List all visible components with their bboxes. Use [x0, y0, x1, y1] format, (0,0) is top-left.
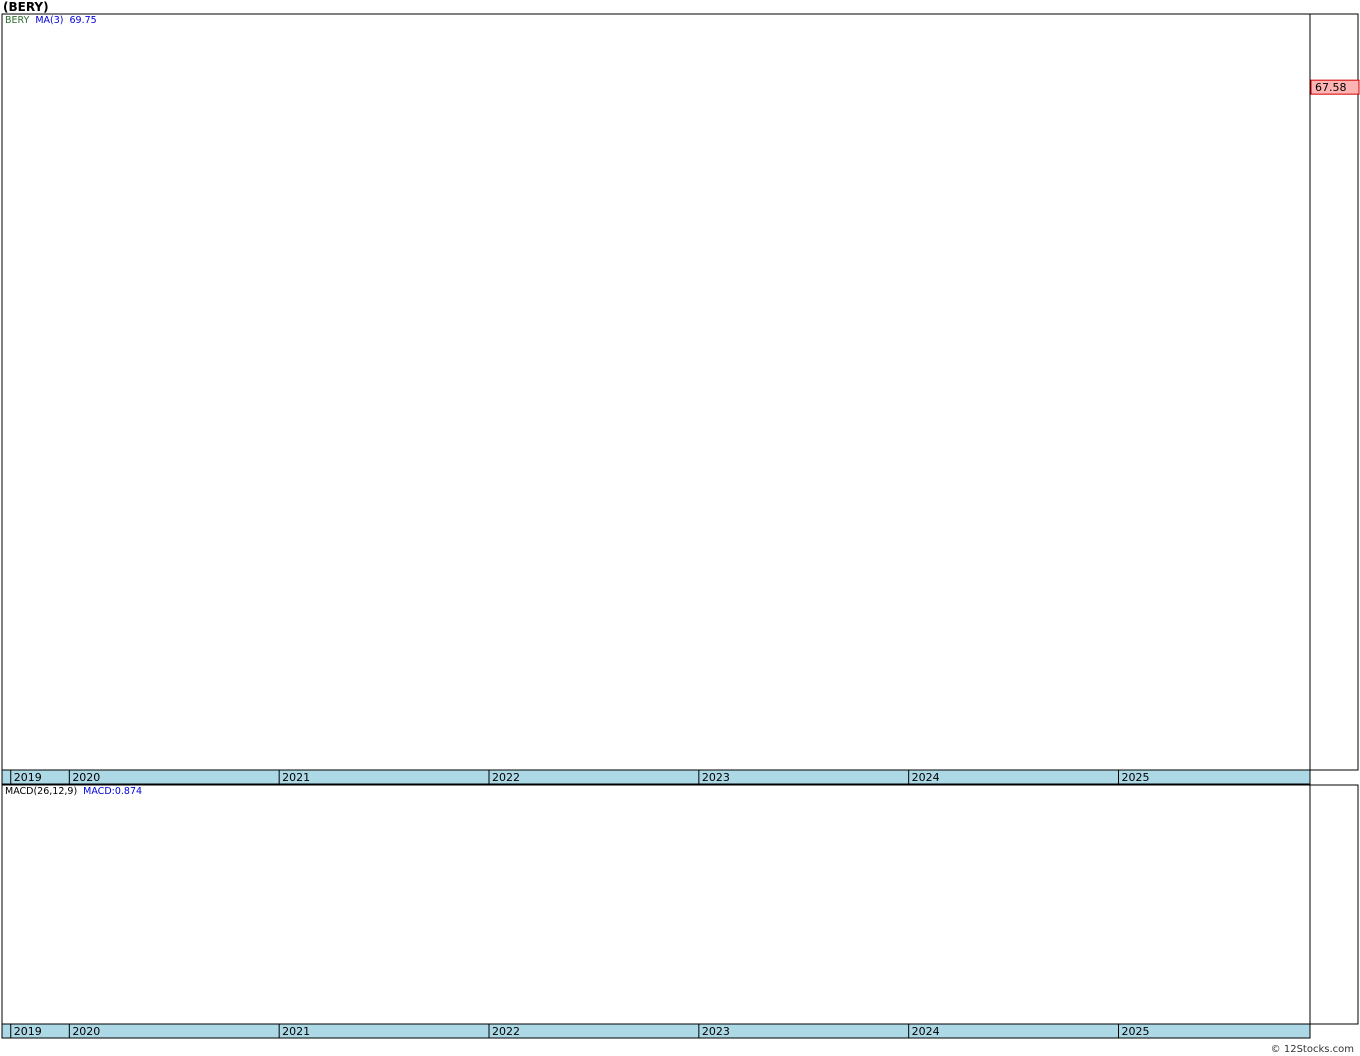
date-strip-label: 2023 [702, 1025, 730, 1038]
macd-legend-value: MACD:0.874 [83, 786, 143, 797]
macd-date-strip [1, 1023, 1311, 1039]
macd-legend-label: MACD(26,12,9) [5, 786, 78, 797]
date-strip-label: 2022 [492, 1025, 520, 1038]
legend-ma-label: MA(3) [35, 15, 64, 26]
date-strip-label: 2025 [1122, 771, 1150, 784]
date-strip-label: 2019 [14, 1025, 42, 1038]
legend-symbol: BERY [5, 15, 30, 26]
chart-title: (BERY) [3, 0, 49, 14]
date-strip-label: 2024 [912, 771, 940, 784]
price-legend: BERY MA(3) 69.75 [5, 15, 103, 26]
date-strip-label: 2020 [72, 1025, 100, 1038]
price-date-strip [1, 769, 1311, 785]
macd-legend: MACD(26,12,9) MACD:0.874 [5, 786, 148, 797]
legend-ma-value: 69.75 [69, 15, 97, 26]
date-strip-label: 2024 [912, 1025, 940, 1038]
price-panel-frame [1, 13, 1359, 771]
macd-panel-frame [1, 784, 1359, 1025]
date-strip-label: 2020 [72, 771, 100, 784]
watermark: © 12Stocks.com [1270, 1044, 1354, 1055]
date-strip-label: 2023 [702, 771, 730, 784]
date-strip-label: 2025 [1122, 1025, 1150, 1038]
last-price-tag: 67.58 [1315, 81, 1347, 94]
last-price-tag-box [1310, 79, 1360, 95]
date-strip-label: 2021 [282, 1025, 310, 1038]
date-strip-label: 2021 [282, 771, 310, 784]
date-strip-label: 2019 [14, 771, 42, 784]
date-strip-label: 2022 [492, 771, 520, 784]
